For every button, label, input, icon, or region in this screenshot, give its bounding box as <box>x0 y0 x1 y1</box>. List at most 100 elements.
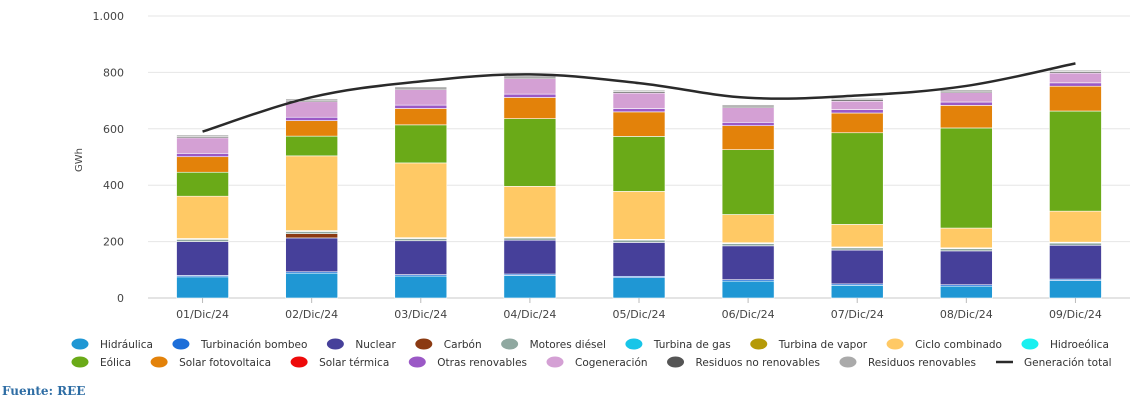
bar-segment <box>940 248 993 252</box>
bar-segment <box>394 124 448 164</box>
bar-segment <box>721 280 775 299</box>
legend-label: Solar térmica <box>319 357 389 369</box>
legend-label: Eólica <box>100 357 131 369</box>
bar-segment <box>394 238 448 242</box>
legend-label: Turbina de vapor <box>778 339 868 351</box>
y-tick-label: 600 <box>103 123 124 136</box>
bar-segment <box>176 137 229 154</box>
y-tick-label: 800 <box>103 66 124 79</box>
bar-segment <box>612 242 666 277</box>
bar-segment <box>503 97 557 119</box>
legend-label: Turbinación bombeo <box>200 339 307 351</box>
bar-segment <box>1049 82 1102 87</box>
y-axis-ticks: 0 200 400 600 800 1.000 <box>93 10 125 305</box>
bar-segment <box>503 237 557 241</box>
bar-segment <box>285 233 338 239</box>
bar-segment <box>612 92 666 109</box>
legend-label: Motores diésel <box>530 339 606 351</box>
bar-segment <box>1049 85 1102 112</box>
bar-segment <box>612 111 666 137</box>
x-tick-label: 09/Dic/24 <box>1049 308 1102 321</box>
legend-swatch <box>326 338 344 350</box>
bar-segment <box>394 275 448 299</box>
y-tick-label: 1.000 <box>93 10 125 23</box>
source-label: Fuente: REE <box>2 384 86 398</box>
legend-label: Turbina de gas <box>653 339 731 351</box>
bar-segment <box>503 239 557 275</box>
bar-segment <box>285 237 338 273</box>
bar-segment <box>940 285 993 299</box>
bar-segment <box>940 101 993 106</box>
bar-segment <box>285 98 338 101</box>
bar-segment <box>394 104 448 109</box>
bar-segment <box>612 89 666 92</box>
bar-segment <box>1049 210 1102 243</box>
legend-swatch <box>415 338 433 350</box>
bar-segment <box>285 272 338 299</box>
bar-segment <box>394 86 448 89</box>
bar-segment <box>503 275 557 299</box>
legend-swatch <box>408 356 426 368</box>
legend-label: Hidráulica <box>100 339 153 351</box>
bar-segment <box>285 116 338 121</box>
bar-segment <box>940 89 993 92</box>
legend-label: Generación total <box>1024 357 1112 369</box>
bar-segment <box>721 125 775 150</box>
bar-segment <box>503 93 557 98</box>
bar-segment <box>721 122 775 126</box>
legend-label: Cogeneración <box>575 357 648 369</box>
bar-segment <box>285 155 338 231</box>
legend-swatch <box>750 338 768 350</box>
bar-segment <box>1049 280 1102 299</box>
bar-segment <box>285 101 338 118</box>
bar-segment <box>721 245 775 280</box>
bar-segment <box>176 241 229 276</box>
bar-segment <box>830 224 884 248</box>
total-line <box>202 62 1076 133</box>
legend-label: Hidroeólica <box>1050 339 1109 351</box>
bar-segment <box>176 239 229 242</box>
bar-segment <box>612 191 666 240</box>
bar-segment <box>1049 72 1102 84</box>
bar-segment <box>940 127 993 229</box>
y-tick-label: 0 <box>117 292 124 305</box>
bar-segment <box>612 277 666 299</box>
bar-segment <box>503 186 557 238</box>
bar-segment <box>612 136 666 192</box>
bar-segment <box>830 249 884 285</box>
x-tick-label: 06/Dic/24 <box>722 308 775 321</box>
y-axis-label: GWh <box>74 148 85 172</box>
legend-swatch <box>150 356 168 368</box>
bar-segment <box>176 276 229 299</box>
bar-segment <box>285 135 338 157</box>
y-tick-label: 200 <box>103 236 124 249</box>
bar-segment <box>830 98 884 101</box>
x-tick-label: 05/Dic/24 <box>613 308 666 321</box>
legend-swatch <box>71 356 89 368</box>
bar-segment <box>1049 110 1102 212</box>
legend-label: Solar fotovoltaica <box>179 357 271 369</box>
bar-segment <box>394 108 448 126</box>
bar-segment <box>721 149 775 215</box>
bar-segment <box>503 118 557 187</box>
bar-segment <box>176 153 229 158</box>
bar-segment <box>503 78 557 95</box>
bar-segment <box>721 107 775 123</box>
legend-swatch <box>172 338 190 350</box>
bar-segment <box>176 195 229 239</box>
bar-segment <box>940 92 993 103</box>
legend-swatch <box>1021 338 1039 350</box>
legend-swatch <box>501 338 519 350</box>
bars <box>176 69 1102 299</box>
x-tick-label: 03/Dic/24 <box>394 308 447 321</box>
legend-swatch <box>886 338 904 350</box>
legend-label: Residuos no renovables <box>696 357 820 369</box>
bar-segment <box>830 109 884 114</box>
legend-label: Carbón <box>444 339 482 351</box>
legend: Hidráulica Turbinación bombeo Nuclear Carbó… <box>71 338 1112 369</box>
legend-swatch <box>290 356 308 368</box>
x-tick-label: 01/Dic/24 <box>176 308 229 321</box>
bar-segment <box>940 250 993 286</box>
bar-segment <box>394 240 448 275</box>
